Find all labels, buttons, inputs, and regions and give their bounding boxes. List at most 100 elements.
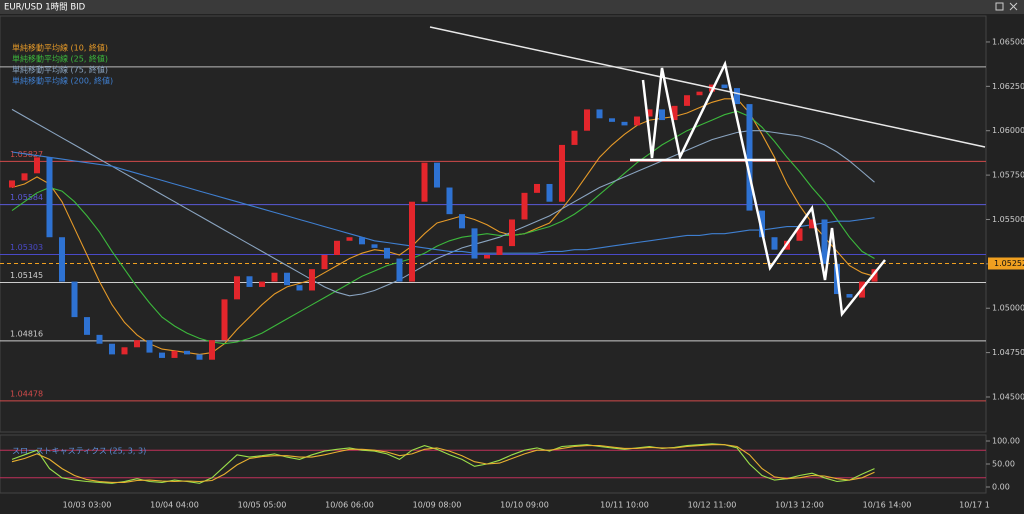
candle	[396, 258, 403, 282]
y-tick-label: 1.06250	[992, 82, 1024, 91]
legend-entry: 単純移動平均線 (10, 終値)	[12, 43, 108, 53]
candle	[871, 269, 878, 282]
candle	[671, 105, 678, 121]
level-label: 1.04816	[10, 329, 43, 338]
candle	[534, 183, 540, 193]
candle	[584, 109, 590, 131]
indicator-line	[11, 110, 875, 345]
candle	[146, 340, 153, 353]
candle	[284, 272, 290, 286]
x-tick-label: 10/11 10:00	[600, 501, 649, 510]
indicator-line	[11, 443, 875, 484]
y-tick-label: 100.00	[992, 437, 1020, 446]
candle	[471, 228, 478, 259]
indicator-line	[11, 151, 875, 254]
y-tick-label: 0.00	[992, 482, 1010, 491]
legend-entry: 単純移動平均線 (25, 終値)	[12, 54, 108, 64]
candle	[721, 84, 728, 89]
candle	[796, 228, 803, 241]
candle	[71, 281, 78, 318]
candle	[171, 350, 178, 358]
y-tick-label: 1.05000	[992, 304, 1024, 313]
candle	[84, 317, 90, 335]
candle	[246, 276, 253, 287]
candle	[159, 352, 165, 358]
candle	[409, 201, 415, 282]
current-price-label: 1.05252	[994, 259, 1024, 268]
candle	[434, 162, 440, 188]
candle	[134, 340, 140, 348]
x-tick-label: 10/17 1	[959, 501, 990, 510]
candle	[259, 281, 265, 287]
x-tick-label: 10/13 12:00	[775, 501, 824, 510]
candle	[96, 334, 103, 344]
candle	[234, 276, 240, 300]
candle	[759, 210, 765, 238]
candle	[184, 350, 190, 355]
maximize-button[interactable]	[995, 2, 1004, 11]
candle	[346, 237, 353, 241]
candle	[646, 109, 653, 117]
candle	[334, 240, 340, 255]
level-label: 1.05584	[10, 193, 43, 202]
level-label: 1.05145	[10, 271, 43, 280]
candle	[621, 121, 628, 126]
title-bar	[0, 0, 1024, 14]
candle	[446, 187, 453, 215]
candle	[196, 354, 203, 360]
x-tick-label: 10/06 06:00	[325, 501, 374, 510]
candle	[359, 237, 365, 245]
close-button[interactable]	[1009, 2, 1018, 11]
wave-drawing	[641, 60, 886, 318]
candle	[846, 294, 853, 298]
level-label: 1.05303	[10, 243, 43, 252]
candle	[384, 247, 390, 259]
candle	[321, 254, 328, 270]
indicator-line	[11, 108, 875, 297]
candle	[46, 157, 53, 238]
window-title: EUR/USD 1時間 BID	[4, 3, 86, 13]
candle	[21, 173, 28, 181]
candle	[484, 254, 490, 259]
candle	[734, 88, 740, 105]
y-tick-label: 1.05500	[992, 215, 1024, 224]
drawings	[429, 26, 986, 318]
plot: 1.045001.047501.050001.052501.055001.057…	[0, 37, 1024, 510]
candle	[609, 118, 615, 122]
level-label: 1.04478	[10, 389, 43, 398]
y-tick-label: 1.04500	[992, 392, 1024, 401]
candle	[109, 343, 115, 355]
candle	[596, 109, 603, 119]
candle	[209, 340, 215, 360]
candle	[821, 219, 828, 264]
candle	[684, 95, 690, 106]
x-tick-label: 10/10 09:00	[500, 501, 549, 510]
candle	[546, 183, 553, 202]
candle	[371, 244, 378, 248]
y-tick-label: 1.05750	[992, 171, 1024, 180]
candle	[496, 246, 503, 255]
candle	[34, 157, 40, 174]
trend-line	[429, 26, 986, 148]
indicator-line	[11, 98, 875, 355]
candle	[296, 285, 303, 291]
candle	[696, 91, 703, 96]
price-panel	[0, 15, 987, 433]
candle	[309, 269, 315, 291]
candle	[809, 219, 815, 229]
candle	[746, 104, 753, 211]
legend-entry: 単純移動平均線 (75, 終値)	[12, 65, 108, 75]
y-tick-label: 50.00	[992, 459, 1015, 468]
x-tick-label: 10/16 14:00	[863, 501, 912, 510]
candle	[9, 180, 15, 188]
x-tick-label: 10/05 05:00	[238, 501, 287, 510]
candle	[634, 116, 640, 126]
candle	[659, 109, 665, 121]
y-tick-label: 1.06500	[992, 37, 1024, 46]
candle	[771, 237, 778, 250]
candle	[509, 219, 515, 247]
candle	[571, 130, 578, 145]
candle	[459, 214, 465, 229]
legend-entry: 単純移動平均線 (200, 終値)	[12, 76, 113, 86]
